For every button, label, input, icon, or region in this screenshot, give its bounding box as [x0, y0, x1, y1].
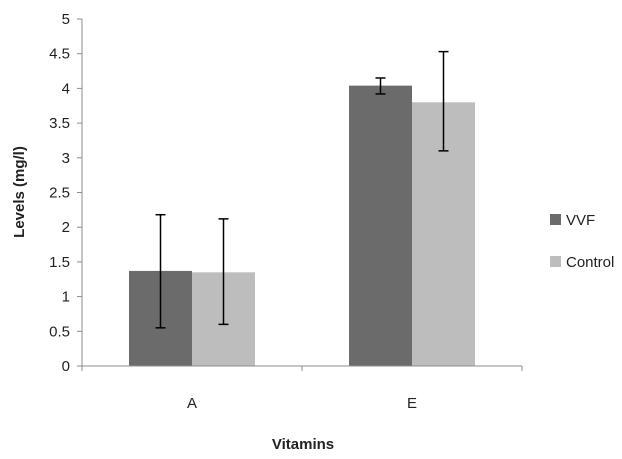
- plot-area: 0 0.5 1 1.5 2 2.5 3 3.5 4 4.5 5 A E: [49, 11, 523, 412]
- bar-vvf-e: [349, 85, 412, 367]
- y-tick-label: 3: [62, 150, 70, 167]
- y-tick-label: 2.5: [49, 185, 70, 202]
- y-tick-label: 1: [62, 289, 70, 306]
- x-tick-label: A: [187, 395, 197, 412]
- y-tick-label: 0.5: [49, 323, 70, 340]
- y-tick-label: 0: [62, 358, 70, 375]
- y-tick-label: 2: [62, 219, 70, 236]
- legend-label-control: Control: [566, 254, 614, 271]
- legend: VVF Control: [550, 212, 614, 271]
- y-axis-title: Levels (mg/l): [11, 146, 28, 238]
- legend-swatch-control: [550, 256, 561, 267]
- y-tick-label: 1.5: [49, 254, 70, 271]
- y-tick-label: 5: [62, 11, 70, 28]
- x-axis-title: Vitamins: [272, 436, 334, 453]
- legend-swatch-vvf: [550, 214, 561, 225]
- y-tick-label: 4.5: [49, 46, 70, 63]
- y-tick-label: 3.5: [49, 115, 70, 132]
- y-tick-label: 4: [62, 80, 70, 97]
- x-tick-label: E: [407, 395, 417, 412]
- legend-label-vvf: VVF: [566, 212, 595, 229]
